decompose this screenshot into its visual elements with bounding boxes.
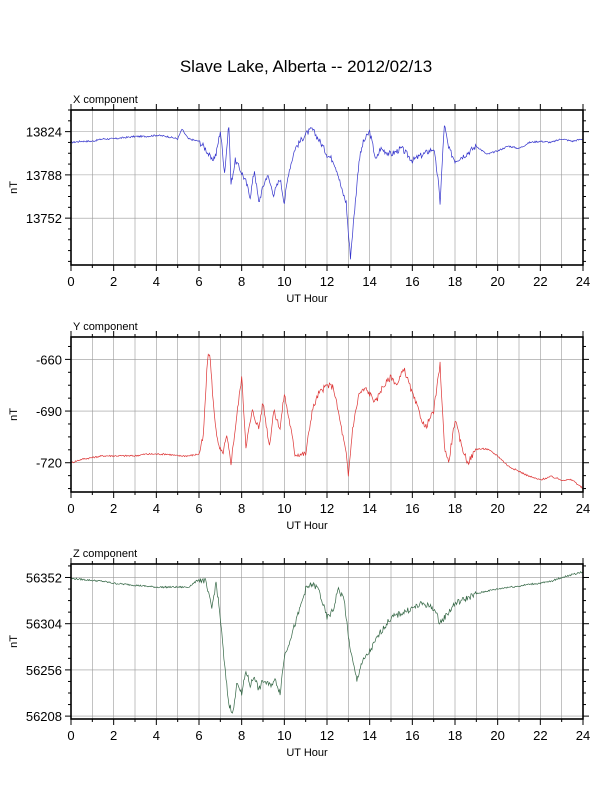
x-tick-label: 14 (362, 274, 376, 289)
x-tick-label: 16 (405, 728, 419, 743)
data-series-line (70, 571, 584, 714)
y-tick-label: 56304 (26, 617, 62, 632)
y-axis-label: nT (8, 408, 20, 421)
x-axis-label: UT Hour (286, 747, 328, 759)
x-tick-label: 18 (448, 274, 462, 289)
x-tick-label: 6 (195, 274, 202, 289)
x-tick-label: 24 (576, 501, 590, 516)
y-tick-label: -720 (36, 456, 62, 471)
x-tick-label: 8 (238, 728, 245, 743)
x-component-panel: X component 0 2 4 6 8 10 12 14 16 18 20 22 24 13752 137… (0, 90, 612, 330)
x-tick-label: 20 (490, 728, 504, 743)
y-tick-label: 13752 (26, 211, 62, 226)
x-tick-label: 22 (533, 274, 547, 289)
y-tick-label: 13788 (26, 168, 62, 183)
x-tick-label: 14 (362, 728, 376, 743)
panel-title: Z component (73, 548, 137, 560)
y-tick-label: 56256 (26, 663, 62, 678)
x-tick-label: 4 (153, 274, 160, 289)
x-tick-label: 20 (490, 501, 504, 516)
y-tick-label: 56352 (26, 570, 62, 585)
y-tick-label: -690 (36, 404, 62, 419)
x-tick-label: 8 (238, 274, 245, 289)
x-tick-label: 22 (533, 501, 547, 516)
x-tick-label: 6 (195, 728, 202, 743)
x-tick-label: 12 (320, 501, 334, 516)
x-axis-label: UT Hour (286, 520, 328, 532)
data-series-line (70, 125, 584, 260)
x-tick-label: 12 (320, 274, 334, 289)
x-tick-label: 20 (490, 274, 504, 289)
x-tick-label: 4 (153, 728, 160, 743)
x-tick-label: 8 (238, 501, 245, 516)
x-tick-label: 18 (448, 501, 462, 516)
x-axis-label: UT Hour (286, 293, 328, 305)
x-tick-label: 18 (448, 728, 462, 743)
x-tick-label: 12 (320, 728, 334, 743)
x-tick-label: 0 (67, 728, 74, 743)
x-tick-label: 16 (405, 501, 419, 516)
x-tick-label: 10 (277, 728, 291, 743)
panel-title: X component (73, 94, 138, 106)
z-component-panel: Z component 0 2 4 6 8 10 12 14 16 18 20 22 24 56208 562… (0, 544, 612, 784)
y-tick-label: 56208 (26, 709, 62, 724)
y-tick-label: -660 (36, 352, 62, 367)
x-tick-label: 0 (67, 274, 74, 289)
y-axis-label: nT (8, 635, 20, 648)
x-tick-label: 4 (153, 501, 160, 516)
x-tick-label: 14 (362, 501, 376, 516)
data-series-line (70, 353, 584, 489)
y-axis-label: nT (8, 181, 20, 194)
x-tick-label: 10 (277, 501, 291, 516)
x-tick-label: 6 (195, 501, 202, 516)
page-title: Slave Lake, Alberta -- 2012/02/13 (179, 57, 433, 76)
x-tick-label: 16 (405, 274, 419, 289)
panel-title: Y component (73, 321, 138, 333)
x-tick-label: 2 (110, 274, 117, 289)
x-tick-label: 2 (110, 728, 117, 743)
x-tick-label: 10 (277, 274, 291, 289)
x-tick-label: 24 (576, 728, 590, 743)
y-tick-label: 13824 (26, 125, 62, 140)
x-tick-label: 0 (67, 501, 74, 516)
x-tick-label: 22 (533, 728, 547, 743)
x-tick-label: 24 (576, 274, 590, 289)
x-tick-label: 2 (110, 501, 117, 516)
y-component-panel: Y component 0 2 4 6 8 10 12 14 16 18 20 22 24 -720 -690… (0, 317, 612, 557)
